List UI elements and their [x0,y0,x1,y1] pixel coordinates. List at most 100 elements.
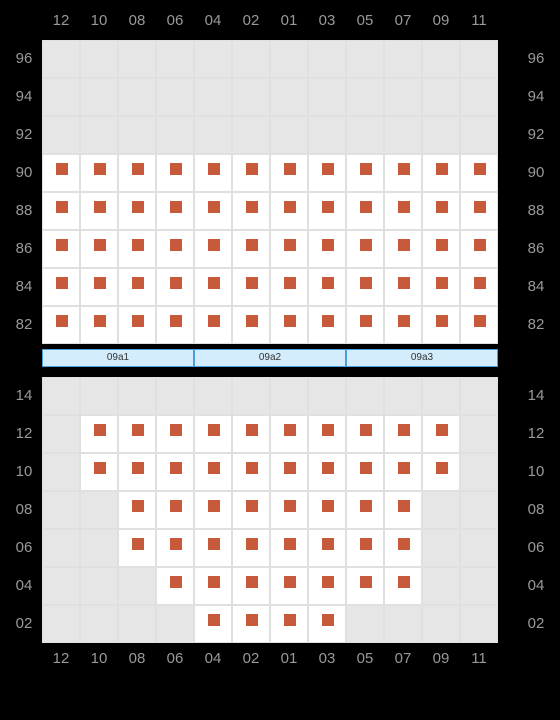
seat-cell[interactable] [422,453,460,491]
seat-cell[interactable] [384,567,422,605]
seat-cell[interactable] [194,306,232,344]
seat-cell[interactable] [422,154,460,192]
seat-cell[interactable] [308,192,346,230]
seat-cell[interactable] [118,529,156,567]
seat-cell[interactable] [80,192,118,230]
seat-cell[interactable] [308,529,346,567]
seat-cell[interactable] [384,154,422,192]
seat-cell[interactable] [308,306,346,344]
seat-cell[interactable] [460,230,498,268]
seat-cell[interactable] [346,192,384,230]
seat-cell[interactable] [156,154,194,192]
seat-cell[interactable] [384,192,422,230]
seat-cell[interactable] [346,230,384,268]
seat-cell[interactable] [270,154,308,192]
seat-cell[interactable] [422,192,460,230]
seat-cell[interactable] [156,230,194,268]
seat-cell[interactable] [156,415,194,453]
seat-cell[interactable] [422,230,460,268]
seat-cell[interactable] [118,306,156,344]
seat-cell[interactable] [156,453,194,491]
seat-cell[interactable] [346,453,384,491]
seat-cell[interactable] [308,415,346,453]
seat-cell[interactable] [270,567,308,605]
seat-cell[interactable] [118,154,156,192]
seat-cell[interactable] [384,453,422,491]
seat-cell[interactable] [118,491,156,529]
seat-cell[interactable] [270,415,308,453]
seat-cell[interactable] [422,415,460,453]
seat-cell[interactable] [232,192,270,230]
seat-cell[interactable] [42,306,80,344]
seat-cell[interactable] [460,192,498,230]
seat-cell[interactable] [194,268,232,306]
seat-cell[interactable] [232,306,270,344]
seat-cell[interactable] [460,268,498,306]
seat-cell[interactable] [308,605,346,643]
seat-cell[interactable] [42,192,80,230]
seat-cell[interactable] [270,192,308,230]
seat-cell[interactable] [42,268,80,306]
seat-cell[interactable] [270,306,308,344]
seat-cell[interactable] [156,567,194,605]
seat-cell[interactable] [232,491,270,529]
seat-cell[interactable] [232,453,270,491]
seat-cell[interactable] [80,230,118,268]
seat-cell[interactable] [194,453,232,491]
seat-cell[interactable] [384,491,422,529]
seat-cell[interactable] [308,230,346,268]
seat-cell[interactable] [118,415,156,453]
seat-cell[interactable] [232,567,270,605]
seat-cell[interactable] [384,529,422,567]
seat-cell[interactable] [118,268,156,306]
seat-cell[interactable] [156,491,194,529]
seat-cell[interactable] [80,306,118,344]
seat-cell[interactable] [270,230,308,268]
seat-cell[interactable] [194,567,232,605]
table-segment[interactable]: 09a1 [42,349,194,367]
seat-cell[interactable] [308,491,346,529]
seat-cell[interactable] [460,154,498,192]
seat-cell[interactable] [156,192,194,230]
seat-cell[interactable] [346,306,384,344]
seat-cell[interactable] [308,453,346,491]
seat-cell[interactable] [346,154,384,192]
seat-cell[interactable] [194,529,232,567]
seat-cell[interactable] [346,567,384,605]
seat-cell[interactable] [80,415,118,453]
seat-cell[interactable] [384,230,422,268]
seat-cell[interactable] [346,268,384,306]
seat-cell[interactable] [346,529,384,567]
seat-cell[interactable] [270,605,308,643]
seat-cell[interactable] [384,306,422,344]
table-segment[interactable]: 09a3 [346,349,498,367]
seat-cell[interactable] [232,415,270,453]
seat-cell[interactable] [346,491,384,529]
seat-cell[interactable] [270,268,308,306]
seat-cell[interactable] [232,230,270,268]
seat-cell[interactable] [156,306,194,344]
seat-cell[interactable] [156,268,194,306]
seat-cell[interactable] [232,268,270,306]
seat-cell[interactable] [118,453,156,491]
seat-cell[interactable] [308,268,346,306]
seat-cell[interactable] [194,491,232,529]
seat-cell[interactable] [308,567,346,605]
seat-cell[interactable] [194,230,232,268]
seat-cell[interactable] [194,192,232,230]
seat-cell[interactable] [118,192,156,230]
seat-cell[interactable] [194,605,232,643]
seat-cell[interactable] [42,230,80,268]
seat-cell[interactable] [384,268,422,306]
seat-cell[interactable] [422,268,460,306]
seat-cell[interactable] [80,268,118,306]
seat-cell[interactable] [118,230,156,268]
seat-cell[interactable] [384,415,422,453]
seat-cell[interactable] [422,306,460,344]
seat-cell[interactable] [270,529,308,567]
seat-cell[interactable] [80,453,118,491]
seat-cell[interactable] [80,154,118,192]
seat-cell[interactable] [460,306,498,344]
seat-cell[interactable] [346,415,384,453]
seat-cell[interactable] [42,154,80,192]
